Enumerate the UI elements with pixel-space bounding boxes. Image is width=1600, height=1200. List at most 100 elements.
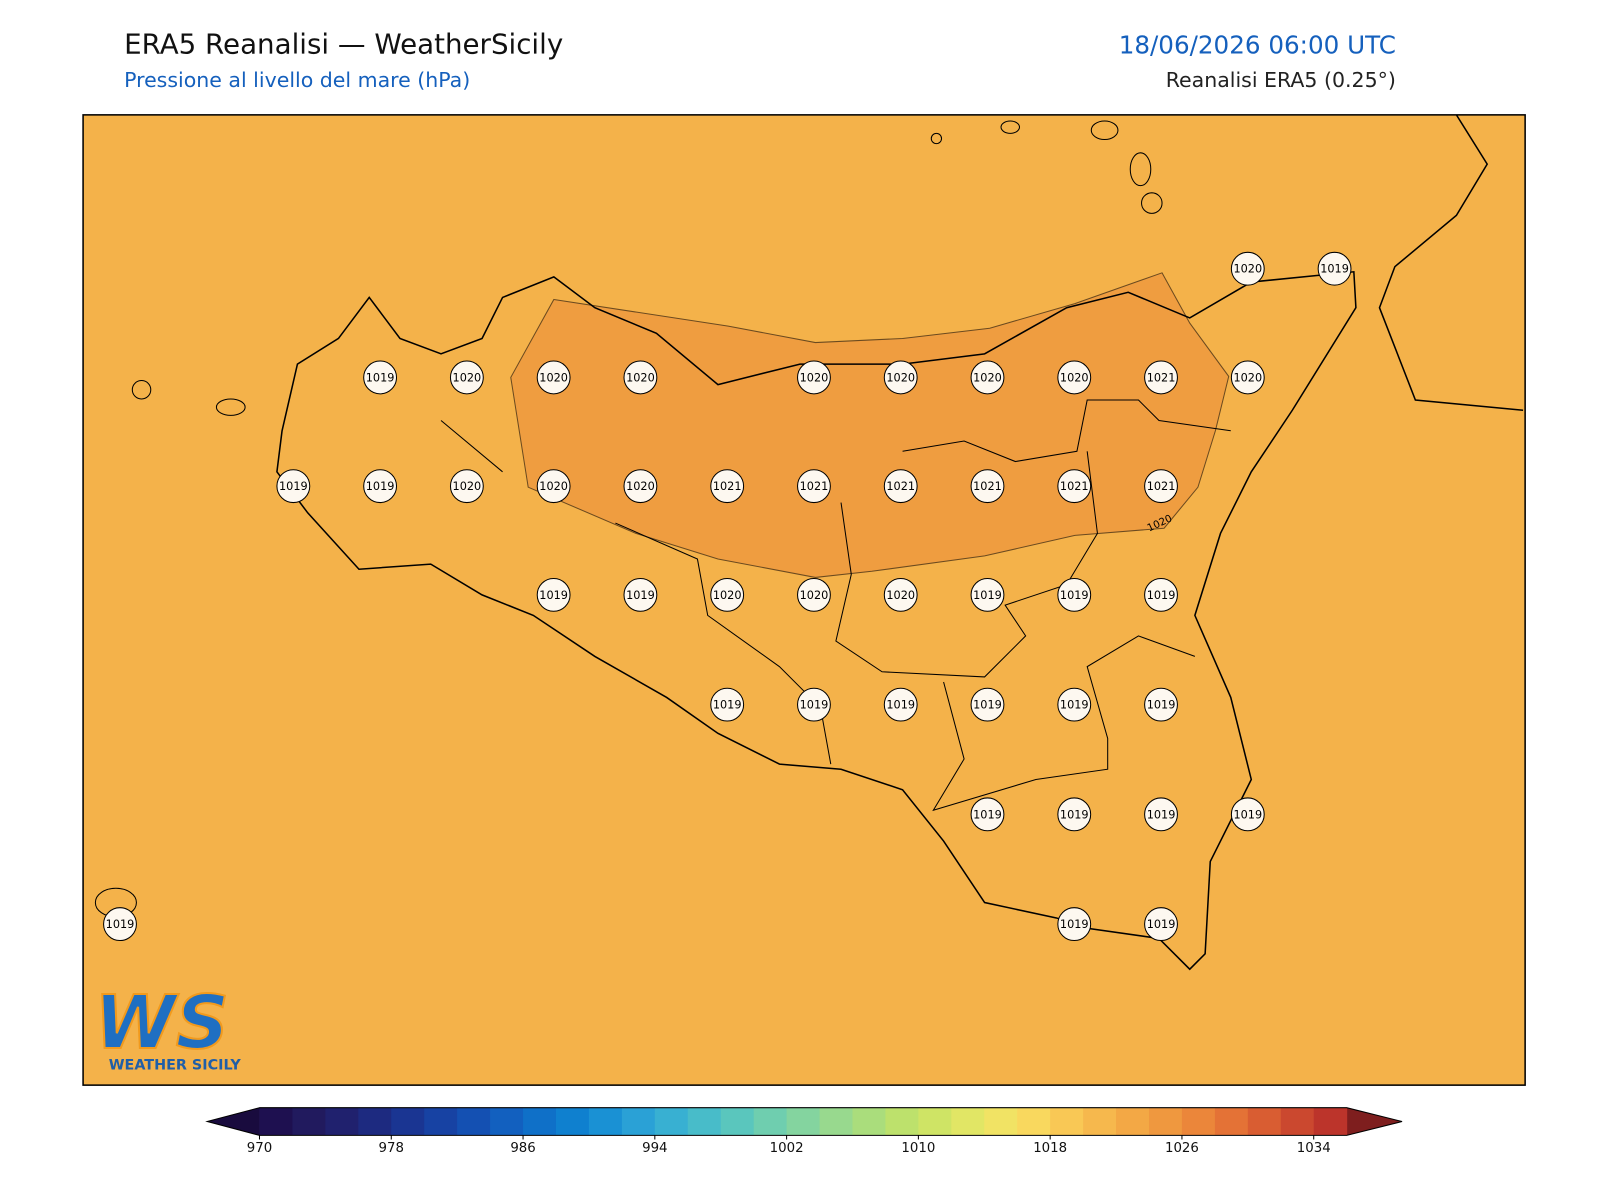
station-marker bbox=[623, 577, 658, 612]
station-marker bbox=[363, 360, 398, 395]
colorbar-segment bbox=[1313, 1107, 1348, 1136]
station-marker bbox=[970, 360, 1005, 395]
station: 1020 bbox=[623, 360, 658, 395]
station-value: 1019 bbox=[279, 480, 308, 493]
map-frame bbox=[82, 114, 1526, 1086]
station: 1019 bbox=[1057, 797, 1092, 832]
station-value: 1021 bbox=[713, 480, 742, 493]
station-value: 1019 bbox=[1147, 808, 1176, 821]
station: 1019 bbox=[710, 687, 745, 722]
colorbar-segment bbox=[490, 1107, 524, 1136]
colorbar-segment bbox=[918, 1107, 952, 1136]
colorbar-segment bbox=[1247, 1107, 1282, 1136]
station: 1019 bbox=[883, 687, 918, 722]
station-marker bbox=[1230, 797, 1265, 832]
station-marker bbox=[797, 687, 831, 722]
station-value: 1019 bbox=[1147, 918, 1176, 931]
station-marker bbox=[1057, 687, 1092, 722]
station-value: 1021 bbox=[1060, 480, 1089, 493]
colorbar-segment bbox=[457, 1107, 491, 1136]
sicily-coastline bbox=[276, 270, 1357, 971]
station-value: 1019 bbox=[366, 480, 395, 493]
station: 1019 bbox=[623, 577, 658, 612]
station-marker bbox=[797, 360, 831, 395]
datetime: 18/06/2026 06:00 UTC bbox=[1119, 30, 1396, 59]
calabria-coastline bbox=[1378, 114, 1524, 412]
station: 1020 bbox=[883, 577, 918, 612]
logo-text: WEATHER SICILY bbox=[109, 1058, 242, 1074]
station-value: 1019 bbox=[973, 699, 1002, 712]
station: 1020 bbox=[797, 360, 831, 395]
station-marker bbox=[536, 469, 571, 504]
station: 1019 bbox=[103, 907, 137, 942]
station-marker bbox=[1144, 687, 1178, 722]
station-marker bbox=[276, 469, 311, 504]
station-value: 1019 bbox=[366, 371, 395, 384]
station: 1020 bbox=[1057, 360, 1092, 395]
colorbar-segment bbox=[621, 1107, 656, 1136]
station-value: 1019 bbox=[713, 699, 742, 712]
station-marker bbox=[1317, 251, 1352, 286]
station: 1020 bbox=[536, 360, 571, 395]
station-marker bbox=[536, 360, 571, 395]
station-value: 1020 bbox=[1233, 263, 1262, 276]
station-marker bbox=[1057, 469, 1092, 504]
station: 1020 bbox=[536, 469, 571, 504]
colorbar-segment bbox=[786, 1107, 821, 1136]
station: 1020 bbox=[710, 577, 745, 612]
colorbar-segment bbox=[1214, 1107, 1249, 1136]
station-marker bbox=[103, 907, 137, 942]
station-value: 1019 bbox=[626, 589, 655, 602]
station-marker bbox=[710, 577, 745, 612]
station-marker bbox=[449, 360, 484, 395]
station-value: 1020 bbox=[886, 371, 915, 384]
station-value: 1019 bbox=[973, 589, 1002, 602]
colorbar-segment bbox=[292, 1107, 326, 1136]
station-marker bbox=[970, 687, 1005, 722]
station-value: 1019 bbox=[1060, 918, 1089, 931]
station-marker bbox=[1144, 577, 1178, 612]
station-value: 1020 bbox=[800, 371, 829, 384]
colorbar-tick-label: 1010 bbox=[901, 1141, 935, 1156]
station: 1019 bbox=[363, 360, 398, 395]
colorbar-segment bbox=[391, 1107, 425, 1136]
colorbar-segment bbox=[1181, 1107, 1216, 1136]
source: Reanalisi ERA5 (0.25°) bbox=[1166, 68, 1396, 92]
station-value: 1020 bbox=[973, 371, 1002, 384]
station: 1021 bbox=[1144, 469, 1178, 504]
station-marker bbox=[1144, 797, 1178, 832]
colorbar-tick-label: 1018 bbox=[1033, 1141, 1067, 1156]
colorbar-tick-label: 970 bbox=[247, 1141, 272, 1156]
station-value: 1020 bbox=[453, 371, 482, 384]
island bbox=[1141, 192, 1163, 214]
colorbar-segment bbox=[687, 1107, 722, 1136]
colorbar-segment bbox=[951, 1107, 985, 1136]
station: 1020 bbox=[1230, 360, 1265, 395]
station-value: 1019 bbox=[886, 699, 915, 712]
station-marker bbox=[1057, 797, 1092, 832]
colorbar-segment bbox=[358, 1107, 392, 1136]
colorbar-tick-label: 978 bbox=[379, 1141, 404, 1156]
station-marker bbox=[623, 469, 658, 504]
island bbox=[131, 380, 152, 400]
station-marker bbox=[449, 469, 484, 504]
island bbox=[215, 398, 246, 416]
colorbar-over bbox=[1346, 1107, 1403, 1136]
colorbar-tick-label: 1026 bbox=[1165, 1141, 1199, 1156]
station-marker bbox=[970, 577, 1005, 612]
colorbar-under bbox=[207, 1107, 260, 1136]
colorbar-segment bbox=[1050, 1107, 1084, 1136]
colorbar-segment bbox=[1280, 1107, 1315, 1136]
station-value: 1020 bbox=[626, 371, 655, 384]
logo-mark: WS bbox=[94, 980, 229, 1066]
station-value: 1019 bbox=[1320, 263, 1349, 276]
station: 1019 bbox=[1144, 797, 1178, 832]
station: 1019 bbox=[797, 687, 831, 722]
station-value: 1019 bbox=[539, 589, 568, 602]
station: 1019 bbox=[1144, 907, 1178, 942]
colorbar-segment bbox=[424, 1107, 458, 1136]
colorbar-tick-label: 1002 bbox=[770, 1141, 804, 1156]
colorbar-segment bbox=[588, 1107, 623, 1136]
colorbar-segment bbox=[753, 1107, 788, 1136]
station-value: 1021 bbox=[1147, 371, 1176, 384]
